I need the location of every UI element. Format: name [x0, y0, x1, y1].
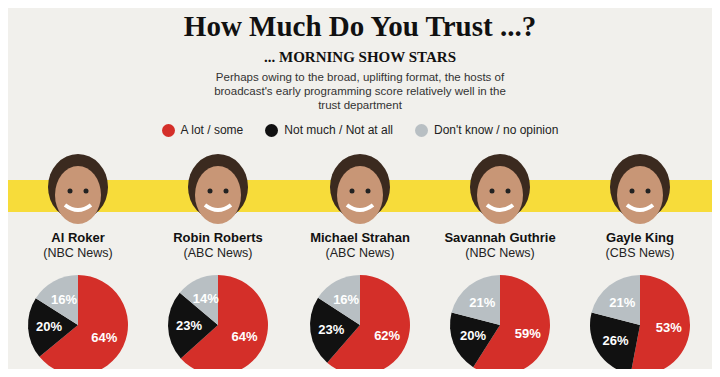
html-text:Gayle King: Gayle King — [606, 230, 674, 245]
svg-text:20%: 20% — [36, 319, 62, 334]
html-text:(ABC News): (ABC News) — [183, 246, 253, 260]
svg-text:21%: 21% — [609, 295, 635, 310]
html-text:Don't know / no opinion: Don't know / no opinion — [434, 123, 559, 137]
html-text:Perhaps owing to the broad, up: Perhaps owing to the broad, uplifting fo… — [214, 71, 506, 111]
svg-text:53%: 53% — [656, 320, 682, 335]
html-text:(NBC News): (NBC News) — [43, 246, 113, 260]
html-text:(CBS News): (CBS News) — [605, 246, 675, 260]
svg-text:14%: 14% — [193, 291, 219, 306]
html-text:Michael Strahan: Michael Strahan — [310, 230, 410, 245]
svg-text:21%: 21% — [469, 295, 495, 310]
svg-text:23%: 23% — [176, 318, 202, 333]
svg-text:23%: 23% — [318, 322, 344, 337]
html-text:(ABC News): (ABC News) — [325, 246, 395, 260]
html-text:(NBC News): (NBC News) — [465, 246, 535, 260]
html-text:A lot / some: A lot / some — [180, 123, 244, 137]
html-text:Not much / Not at all: Not much / Not at all — [284, 123, 393, 137]
html-text:Savannah Guthrie: Savannah Guthrie — [444, 230, 556, 245]
svg-text:16%: 16% — [333, 292, 359, 307]
html-text:How Much Do You Trust ...?: How Much Do You Trust ...? — [183, 10, 537, 42]
html-text:Robin Roberts: Robin Roberts — [173, 230, 263, 245]
svg-text:20%: 20% — [460, 328, 486, 343]
svg-text:64%: 64% — [231, 329, 257, 344]
svg-text:26%: 26% — [602, 333, 628, 348]
html-text:Al Roker: Al Roker — [51, 230, 105, 245]
html-text:... MORNING SHOW STARS: ... MORNING SHOW STARS — [264, 49, 456, 65]
svg-text:16%: 16% — [51, 292, 77, 307]
svg-text:62%: 62% — [374, 328, 400, 343]
svg-text:59%: 59% — [515, 326, 541, 341]
svg-text:64%: 64% — [91, 330, 117, 345]
